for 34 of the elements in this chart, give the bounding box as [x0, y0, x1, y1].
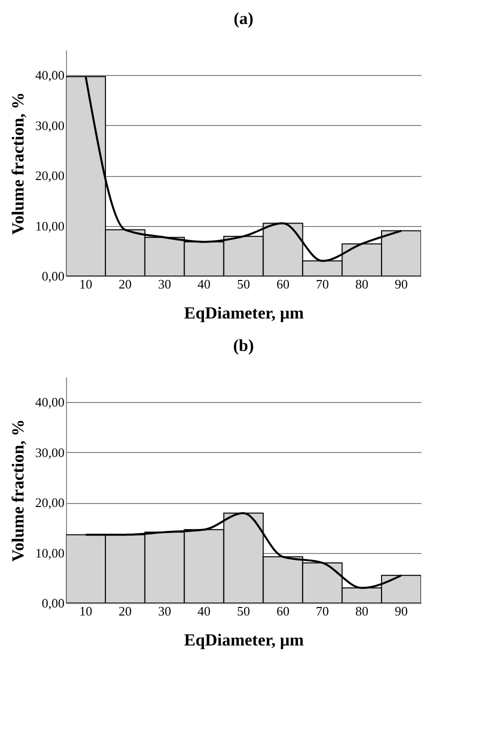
x-tick-label: 70 [316, 604, 329, 618]
y-axis-title: Volume fraction, % [8, 419, 28, 562]
x-tick-label: 50 [237, 604, 250, 618]
x-tick-label: 10 [79, 604, 92, 618]
x-tick-label: 90 [394, 276, 408, 292]
x-tick-label: 40 [198, 604, 211, 618]
x-tick-label: 50 [237, 276, 250, 292]
y-tick-label: 20,00 [35, 168, 64, 184]
y-tick-label: 30,00 [35, 444, 64, 460]
y-tick-label: 30,00 [35, 118, 64, 133]
x-tick-label: 80 [355, 276, 368, 292]
y-tick-label: 0,00 [42, 596, 64, 610]
y-tick-label: 20,00 [35, 495, 64, 510]
x-tick-label: 20 [118, 276, 132, 292]
x-tick-label: 20 [118, 604, 132, 618]
x-axis-title: EqDiameter, µm [184, 630, 304, 650]
chart-title: (a) [234, 9, 254, 28]
x-tick-label: 30 [158, 276, 172, 292]
y-tick-label: 10,00 [35, 218, 64, 234]
x-tick-label: 60 [276, 276, 290, 292]
x-tick-label: 90 [394, 604, 408, 618]
y-tick-label: 40,00 [35, 394, 64, 410]
y-axis-title: Volume fraction, % [8, 92, 28, 235]
x-tick-label: 80 [355, 604, 368, 618]
y-tick-label: 10,00 [35, 545, 64, 560]
x-tick-label: 10 [79, 276, 92, 292]
y-tick-label: 40,00 [35, 68, 64, 83]
x-tick-label: 30 [158, 604, 172, 618]
x-tick-label: 40 [198, 276, 211, 292]
y-tick-label: 0,00 [42, 268, 64, 284]
x-tick-label: 70 [316, 276, 329, 292]
chart-title: (b) [233, 336, 254, 355]
x-axis-title: EqDiameter, µm [184, 304, 304, 322]
x-tick-label: 60 [276, 604, 290, 618]
